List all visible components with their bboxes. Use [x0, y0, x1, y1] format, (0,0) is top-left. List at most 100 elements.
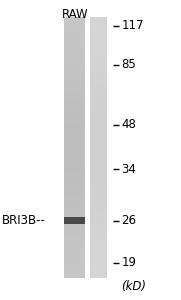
- Bar: [90, 251, 107, 255]
- Bar: [90, 98, 107, 102]
- Text: BRI3B--: BRI3B--: [2, 214, 46, 227]
- Bar: [64, 92, 85, 95]
- Bar: [64, 199, 85, 203]
- Bar: [90, 150, 107, 154]
- Bar: [90, 121, 107, 125]
- Bar: [90, 23, 107, 27]
- Bar: [64, 140, 85, 144]
- Bar: [64, 248, 85, 252]
- Bar: [64, 26, 85, 30]
- Bar: [90, 255, 107, 258]
- Bar: [90, 26, 107, 30]
- Text: 19: 19: [121, 256, 136, 269]
- Bar: [64, 212, 85, 216]
- Bar: [64, 69, 85, 73]
- Bar: [90, 271, 107, 275]
- Bar: [90, 79, 107, 82]
- Bar: [90, 69, 107, 73]
- Bar: [90, 274, 107, 278]
- Bar: [90, 258, 107, 262]
- Bar: [90, 245, 107, 249]
- Bar: [64, 144, 85, 148]
- Bar: [90, 114, 107, 118]
- Bar: [90, 219, 107, 223]
- Bar: [64, 173, 85, 177]
- Bar: [64, 30, 85, 33]
- Bar: [64, 157, 85, 160]
- Bar: [90, 173, 107, 177]
- Bar: [90, 238, 107, 242]
- Bar: [64, 222, 85, 226]
- Bar: [64, 16, 85, 20]
- Bar: [90, 88, 107, 92]
- Bar: [64, 137, 85, 141]
- Bar: [64, 23, 85, 27]
- Bar: [64, 59, 85, 63]
- Bar: [90, 183, 107, 187]
- Bar: [64, 229, 85, 232]
- Bar: [90, 124, 107, 128]
- Bar: [64, 36, 85, 40]
- Bar: [64, 118, 85, 122]
- Bar: [90, 137, 107, 141]
- Bar: [90, 62, 107, 66]
- Text: 48: 48: [121, 118, 136, 131]
- Bar: [90, 16, 107, 20]
- Bar: [90, 52, 107, 56]
- Bar: [90, 134, 107, 138]
- Bar: [90, 261, 107, 265]
- Bar: [64, 147, 85, 151]
- Bar: [90, 163, 107, 167]
- Bar: [90, 202, 107, 206]
- Bar: [64, 196, 85, 200]
- Bar: [90, 160, 107, 164]
- Bar: [64, 98, 85, 102]
- Bar: [90, 222, 107, 226]
- Bar: [90, 20, 107, 23]
- Bar: [90, 59, 107, 63]
- Bar: [64, 65, 85, 69]
- Bar: [64, 261, 85, 265]
- Bar: [90, 196, 107, 200]
- Bar: [64, 150, 85, 154]
- Bar: [90, 140, 107, 144]
- Bar: [90, 248, 107, 252]
- Bar: [90, 101, 107, 105]
- Bar: [90, 232, 107, 236]
- Text: 34: 34: [121, 163, 136, 176]
- Bar: [64, 232, 85, 236]
- Bar: [64, 167, 85, 170]
- Text: 117: 117: [121, 19, 144, 32]
- Bar: [90, 199, 107, 203]
- Bar: [64, 209, 85, 213]
- Bar: [90, 128, 107, 131]
- Bar: [90, 167, 107, 170]
- Bar: [90, 235, 107, 239]
- Bar: [64, 268, 85, 272]
- Bar: [90, 176, 107, 180]
- Bar: [64, 219, 85, 223]
- Bar: [64, 170, 85, 174]
- Bar: [90, 265, 107, 268]
- Bar: [90, 72, 107, 76]
- Bar: [64, 20, 85, 23]
- Bar: [64, 271, 85, 275]
- Bar: [90, 75, 107, 79]
- Bar: [64, 163, 85, 167]
- Bar: [64, 43, 85, 46]
- Bar: [90, 206, 107, 209]
- Bar: [90, 157, 107, 160]
- Bar: [90, 39, 107, 43]
- Bar: [64, 111, 85, 115]
- Bar: [90, 229, 107, 232]
- Bar: [90, 186, 107, 190]
- Bar: [90, 154, 107, 157]
- Bar: [64, 235, 85, 239]
- Bar: [90, 43, 107, 46]
- Bar: [64, 121, 85, 125]
- Text: RAW: RAW: [61, 8, 88, 21]
- Bar: [90, 147, 107, 151]
- Bar: [64, 154, 85, 157]
- Bar: [64, 134, 85, 138]
- Bar: [64, 52, 85, 56]
